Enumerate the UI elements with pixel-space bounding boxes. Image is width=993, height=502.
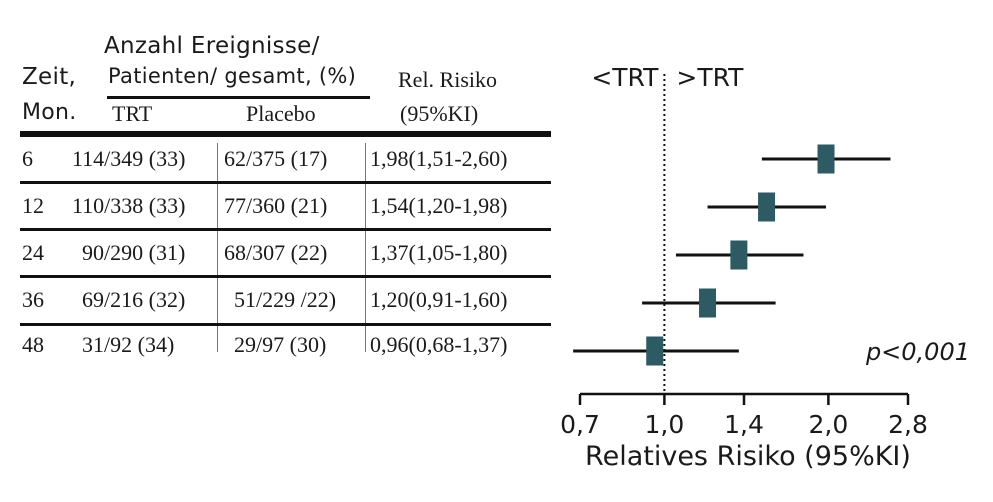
point-marker xyxy=(758,192,776,222)
label-less-trt: <TRT xyxy=(591,63,659,92)
x-tick-label: 0,7 xyxy=(560,410,600,439)
table-cell-placebo: 77/360 (21) xyxy=(224,193,328,218)
table-cell-rr: 1,20(0,91-1,60) xyxy=(370,287,508,312)
p-value-annotation: p<0,001 xyxy=(865,338,970,366)
header-bottom-rule xyxy=(20,131,551,137)
x-tick-label: 2,8 xyxy=(888,410,928,439)
table-cell-rr: 0,96(0,68-1,37) xyxy=(370,332,508,357)
table-cell-placebo: 62/375 (17) xyxy=(224,146,328,171)
table-cell-placebo: 29/97 (30) xyxy=(234,332,327,357)
table-cell-zeit: 12 xyxy=(22,193,44,218)
x-tick-label: 2,0 xyxy=(809,410,849,439)
label-greater-trt: >TRT xyxy=(676,63,744,92)
column-separator-trt-placebo xyxy=(217,143,218,352)
table-cell-trt: 114/349 (33) xyxy=(72,146,186,171)
row-separator xyxy=(20,228,551,231)
table-cell-placebo: 51/229 /22) xyxy=(234,287,337,312)
header-group-underline xyxy=(107,96,370,99)
table-cell-rr: 1,98(1,51-2,60) xyxy=(370,146,508,171)
row-separator xyxy=(20,181,551,184)
table-cell-rr: 1,37(1,05-1,80) xyxy=(370,240,508,265)
table-cell-zeit: 6 xyxy=(22,146,33,171)
point-marker xyxy=(730,240,748,270)
point-marker xyxy=(817,144,835,174)
header-events-line2: Patienten/ gesamt, (%) xyxy=(108,64,357,88)
x-tick-label: 1,0 xyxy=(645,410,685,439)
header-trt: TRT xyxy=(112,101,153,126)
table-cell-zeit: 24 xyxy=(22,240,44,265)
row-separator xyxy=(20,275,551,278)
header-zeit-line1: Zeit, xyxy=(22,64,77,90)
table-cell-trt: 31/92 (34) xyxy=(82,332,175,357)
table-cell-trt: 110/338 (33) xyxy=(72,193,186,218)
table-cell-zeit: 48 xyxy=(22,332,44,357)
header-events-line1: Anzahl Ereignisse/ xyxy=(104,33,320,59)
x-axis-label: Relatives Risiko (95%KI) xyxy=(585,441,911,472)
row-separator xyxy=(20,323,551,326)
point-marker xyxy=(646,336,664,366)
column-separator-placebo-rr xyxy=(365,143,366,352)
header-rr-line2: (95%KI) xyxy=(400,101,479,126)
header-zeit-line2: Mon. xyxy=(22,100,77,125)
header-rr-line1: Rel. Risiko xyxy=(398,67,498,92)
table-cell-trt: 90/290 (31) xyxy=(82,240,186,265)
header-placebo: Placebo xyxy=(246,101,316,126)
table-cell-zeit: 36 xyxy=(22,287,44,312)
x-tick-label: 1,4 xyxy=(724,410,764,439)
table-cell-placebo: 68/307 (22) xyxy=(224,240,328,265)
table-cell-rr: 1,54(1,20-1,98) xyxy=(370,193,508,218)
point-marker xyxy=(699,288,717,318)
table-cell-trt: 69/216 (32) xyxy=(82,287,186,312)
